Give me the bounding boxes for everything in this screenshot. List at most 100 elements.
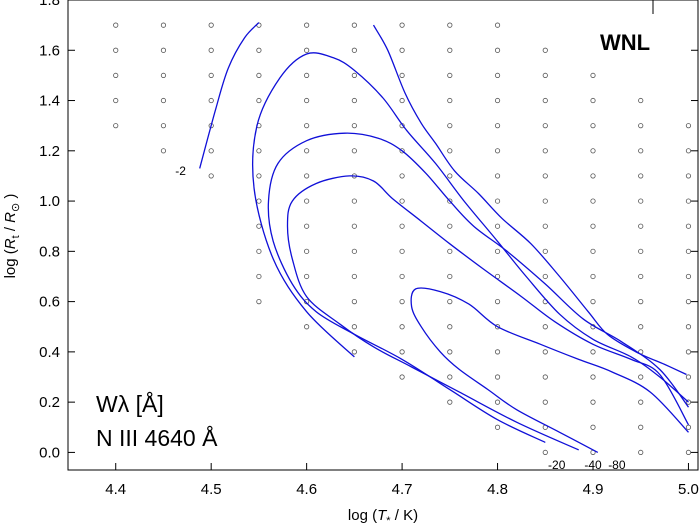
grid-point: [494, 72, 501, 79]
y-tick-label: 1.6: [39, 42, 60, 59]
grid-point: [494, 374, 501, 380]
grid-point: [447, 223, 453, 229]
grid-point: [447, 399, 453, 405]
grid-point: [542, 173, 548, 179]
x-axis-title-symbol: T: [377, 507, 388, 524]
x-axis-title-subscript: *: [386, 515, 391, 526]
grid-point: [542, 399, 548, 405]
grid-point: [304, 324, 310, 330]
grid-point: [447, 97, 453, 104]
grid-point: [399, 223, 405, 229]
grid-point: [351, 148, 357, 154]
grid-point: [304, 223, 310, 229]
grid-point: [399, 97, 405, 104]
x-tick-label: 4.8: [487, 481, 508, 498]
grid-point: [256, 273, 262, 280]
grid-point: [542, 97, 548, 104]
grid-point: [304, 148, 310, 154]
grid-point: [494, 123, 501, 129]
y-axis-title-subscript: t: [10, 235, 22, 238]
y-tick-label: 0.0: [39, 444, 60, 461]
grid-point: [304, 173, 310, 179]
grid-point: [685, 449, 692, 456]
grid-point: [304, 273, 310, 280]
y-tick-label: 1.8: [39, 0, 60, 9]
grid-point: [685, 273, 692, 280]
contour-line-minus8: [252, 52, 689, 403]
grid-point: [160, 72, 167, 79]
grid-point: [638, 399, 644, 405]
grid-point: [494, 399, 501, 405]
grid-point: [351, 248, 357, 254]
grid-point: [494, 97, 501, 104]
grid-point: [542, 223, 548, 229]
grid-point: [399, 248, 405, 254]
grid-point: [590, 198, 596, 204]
grid-point: [399, 198, 405, 204]
grid-point: [638, 449, 644, 456]
grid-point: [447, 123, 453, 129]
y-axis-title: log (Rt / R⊙ ): [2, 194, 22, 279]
grid-point: [638, 223, 644, 229]
grid-point: [351, 97, 357, 104]
grid-point: [494, 424, 501, 430]
grid-point: [351, 47, 357, 53]
x-tick-label: 4.6: [296, 481, 317, 498]
grid-point: [304, 299, 310, 305]
grid-point: [304, 123, 310, 129]
grid-point: [494, 248, 501, 254]
grid-point: [447, 22, 453, 28]
grid-point: [590, 399, 596, 405]
grid-point: [542, 72, 548, 79]
y-axis-title-mid: /: [2, 223, 19, 236]
grid-point: [113, 72, 119, 79]
y-axis-title-symbol2: R: [2, 212, 19, 223]
grid-point: [399, 299, 405, 305]
grid-point: [256, 97, 262, 104]
grid-point: [542, 248, 548, 254]
grid-point: [590, 223, 596, 229]
y-axis-title-post: ): [2, 194, 19, 203]
y-tick-label: 0.2: [39, 394, 60, 411]
grid-point: [256, 198, 262, 204]
grid-point: [113, 22, 119, 28]
grid-point: [685, 299, 692, 305]
grid-point: [351, 198, 357, 204]
grid-point: [494, 47, 501, 53]
grid-point: [685, 324, 692, 330]
grid-point: [638, 173, 644, 179]
grid-point: [685, 173, 692, 179]
grid-point: [685, 399, 692, 405]
grid-point: [351, 349, 357, 355]
grid-point: [638, 273, 644, 280]
grid-point: [256, 173, 262, 179]
grid-point: [590, 148, 596, 154]
x-tick-label: 4.4: [105, 481, 126, 498]
grid-point: [685, 198, 692, 204]
grid-point: [542, 198, 548, 204]
grid-point: [685, 424, 692, 430]
grid-point: [494, 299, 501, 305]
grid-point: [256, 299, 262, 305]
y-tick-label: 1.4: [39, 93, 60, 110]
grid-point: [542, 324, 548, 330]
grid-point: [590, 248, 596, 254]
grid-point: [494, 349, 501, 355]
contour-line-minus2: [372, 24, 687, 376]
grid-point: [447, 198, 453, 204]
contour-label: -80: [608, 458, 626, 472]
grid-point: [447, 374, 453, 380]
y-axis-title-pre: log (: [2, 249, 19, 278]
grid-point: [542, 374, 548, 380]
grid-point: [351, 22, 357, 28]
grid-point: [638, 97, 644, 104]
grid-point: [399, 47, 405, 53]
grid-point: [351, 72, 357, 79]
grid-point: [208, 22, 214, 28]
annotation-line-name: N III 4640 Å: [96, 424, 218, 451]
grid-point: [256, 72, 262, 79]
contour-line-minus20: [267, 132, 690, 443]
grid-point: [399, 349, 405, 355]
contour-label: -20: [548, 458, 566, 472]
